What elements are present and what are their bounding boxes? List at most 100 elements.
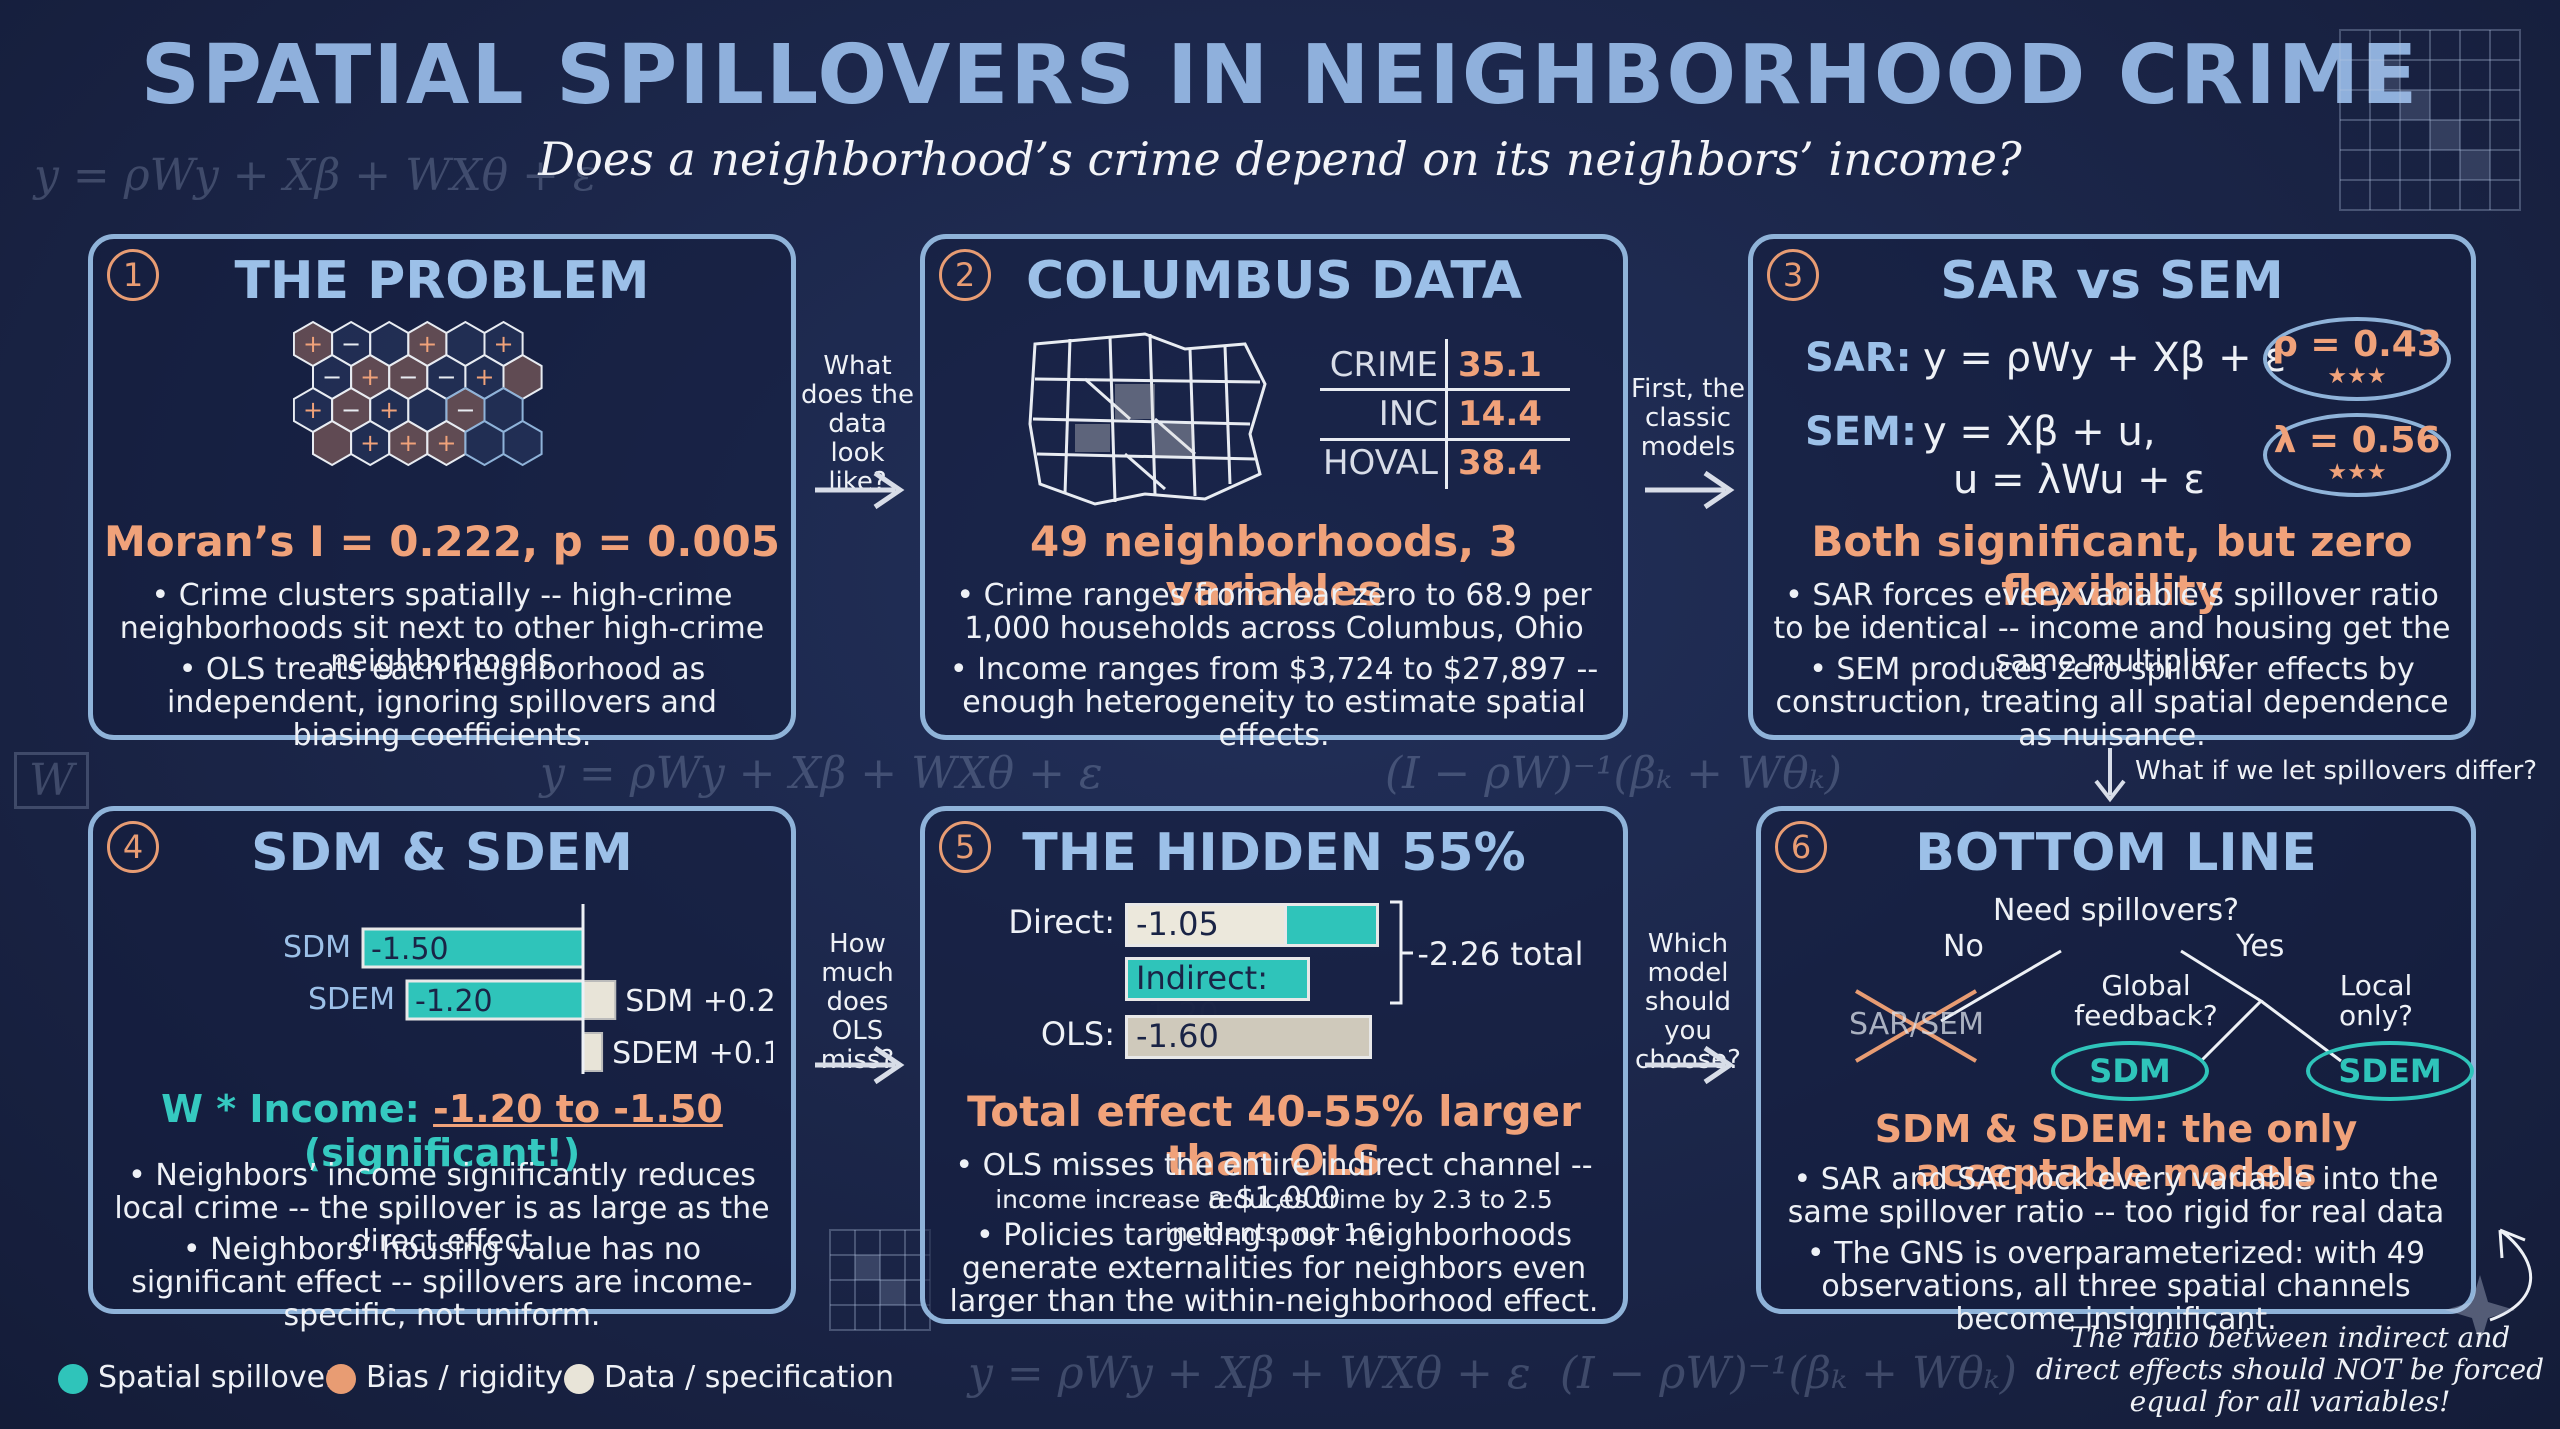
panel-title: SDM & SDEM <box>251 823 633 883</box>
hex-sign: + <box>474 363 494 391</box>
table-value-inc: 14.4 <box>1458 394 1542 434</box>
hex-sign: + <box>436 429 456 457</box>
bullet-2: • Income ranges from $3,724 to $27,897 -… <box>949 652 1599 753</box>
arrow-3-caption: What if we let spillovers differ? <box>2135 756 2538 786</box>
matrix-grid-small-icon <box>829 1229 931 1331</box>
hex-sign: + <box>379 396 399 424</box>
bar-value: -1.20 <box>415 984 493 1019</box>
bullet-1: • Crime clusters spatially -- high-crime… <box>119 578 765 679</box>
ghost-formula-bottom-left: y = ρWy + Xβ + WXθ + ε <box>968 1348 1531 1399</box>
bottom-line-headline: SDM & SDEM: the only acceptable models <box>1874 1107 2358 1195</box>
columbus-headline: 49 neighborhoods, 3 variables <box>1030 517 1518 615</box>
legend-label: Bias / rigidity <box>366 1360 564 1395</box>
legend-label: Spatial spillover <box>98 1360 338 1395</box>
global-feedback-question: Global feedback? <box>2074 969 2218 1032</box>
sdm-choice-oval: SDM <box>2051 1041 2209 1101</box>
arrow-2-caption: First, the classic models <box>1631 374 1745 462</box>
hex-sign: − <box>341 330 361 358</box>
bullet-2: • The GNS is overparameterized: with 49 … <box>1806 1236 2426 1337</box>
sdem-choice-oval: SDEM <box>2306 1041 2474 1101</box>
sem-label: SEM: <box>1805 409 1917 455</box>
arrow-right-icon <box>815 470 905 510</box>
hex-sign: − <box>322 363 342 391</box>
hex-sign: − <box>398 363 418 391</box>
arrow-down-icon <box>2094 748 2126 803</box>
hex-sign: + <box>360 363 380 391</box>
legend-dot <box>326 1363 356 1394</box>
panel-number: 6 <box>1775 821 1827 873</box>
table-value-hoval: 38.4 <box>1458 443 1542 483</box>
headline-prefix: W * Income: <box>161 1087 434 1131</box>
panel-title: SAR vs SEM <box>1940 251 2284 311</box>
sar-equation: y = ρWy + Xβ + ε <box>1923 335 2286 381</box>
bar-label: SDEM <box>308 982 395 1017</box>
hex-sign: + <box>493 330 513 358</box>
headline-suffix: (significant!) <box>303 1131 581 1175</box>
legend-bias-rigidity: Bias / rigidity <box>326 1360 563 1395</box>
panel-the-problem: 1 THE PROBLEM + − + + − + − − + + − + − + + + Moran’s I… <box>88 234 796 752</box>
local-only-question: Local only? <box>2338 969 2414 1032</box>
rho-value: ρ = 0.43 <box>2272 324 2442 365</box>
bar-value: -1.50 <box>371 932 449 967</box>
direct-bar: -1.05 <box>1125 903 1287 947</box>
legend-dot <box>564 1363 594 1394</box>
legend-spatial-spillover: Spatial spillover <box>58 1360 337 1395</box>
arrow-4-caption: How much does OLS miss? <box>820 929 895 1075</box>
headline-range: -1.20 to -1.50 <box>433 1087 723 1131</box>
bullet-2: • Neighbors’ housing value has no signif… <box>131 1232 753 1333</box>
hex-sign: + <box>417 330 437 358</box>
panel-number: 2 <box>939 249 991 301</box>
yes-branch-label: Yes <box>2236 929 2285 964</box>
morans-i-headline: Moran’s I = 0.222, p = 0.005 <box>103 517 781 566</box>
hex-cell <box>502 419 543 467</box>
hex-sign: + <box>303 396 323 424</box>
panel-sar-vs-sem: 3 SAR vs SEM SAR: y = ρWy + Xβ + ε SEM: … <box>1748 234 2476 752</box>
ols-label: OLS: <box>1040 1015 1115 1053</box>
bullet-2: • Policies targeting poor neighborhoods … <box>949 1218 1599 1319</box>
ols-bar: -1.60 <box>1125 1015 1372 1059</box>
page-title: SPATIAL SPILLOVERS IN NEIGHBORHOOD CRIME <box>140 28 2420 123</box>
hex-sign: + <box>360 429 380 457</box>
indirect-bar: Indirect: -1.20 <box>1125 957 1310 1032</box>
ghost-w-label: W <box>14 752 90 809</box>
positive-bar-label: SDM +0.22 <box>625 984 773 1019</box>
panel-title: THE PROBLEM <box>234 251 650 311</box>
ghost-formula-mid-right: (I − ρW)⁻¹(βₖ + Wθₖ) <box>1385 748 1842 799</box>
curved-arrow-icon <box>2489 1228 2533 1322</box>
hidden-headline: Total effect 40-55% larger than OLS <box>967 1087 1581 1185</box>
legend-dot <box>58 1363 88 1394</box>
panel-title: BOTTOM LINE <box>1915 823 2317 883</box>
bullet-1: • Neighbors’ income significantly reduce… <box>114 1158 770 1259</box>
panel-columbus-data: 2 COLUMBUS DATA CRIME 35.1 INC 14.4 HOVA… <box>920 234 1628 752</box>
footnote: The ratio between indirect and direct ef… <box>2035 1321 2545 1418</box>
bullet-1-cont: income increase reduces crime by 2.3 to … <box>995 1185 1553 1247</box>
table-label-crime: CRIME <box>1329 345 1438 385</box>
bullet-1: • SAR and SAC lock every variable into t… <box>1787 1162 2445 1230</box>
bullet-2: • SEM produces zero spillover effects by… <box>1775 652 2449 753</box>
ghost-formula-mid-left: y = ρWy + Xβ + WXθ + ε <box>540 748 1103 799</box>
rho-stars: ★★★ <box>2327 364 2387 389</box>
positive-bar <box>582 1032 604 1072</box>
hex-sign: + <box>398 429 418 457</box>
panel-hidden-55: 5 THE HIDDEN 55% Direct: OLS: -1.05 Indi… <box>920 806 1628 1324</box>
ghost-formula-bottom-right: (I − ρW)⁻¹(βₖ + Wθₖ) <box>1560 1348 2017 1399</box>
hex-sign: − <box>436 363 456 391</box>
hex-cell <box>464 419 505 467</box>
sar-label: SAR: <box>1805 335 1912 381</box>
arrow-right-icon <box>815 1045 905 1085</box>
hex-sign: + <box>303 330 323 358</box>
matrix-grid-icon <box>2339 29 2521 211</box>
panel-number: 1 <box>107 249 159 301</box>
columbus-map-icon <box>1028 332 1267 506</box>
bar-label: SDM <box>283 930 351 965</box>
hexagon-map-icon: + − + +− + − − ++ − + −+ + + <box>293 320 543 467</box>
effects-bar-chart: -1.05 Indirect: -1.20 -1.60 <box>925 811 1633 1071</box>
rho-estimate-oval: ρ = 0.43 ★★★ <box>2263 317 2451 401</box>
indirect-bar-segment <box>1286 903 1380 947</box>
legend-label: Data / specification <box>604 1360 895 1395</box>
sar-sem-headline: Both significant, but zero flexibility <box>1811 517 2413 615</box>
positive-bar-label: SDEM +0.13 <box>612 1036 773 1071</box>
lambda-value: λ = 0.56 <box>2273 420 2441 461</box>
